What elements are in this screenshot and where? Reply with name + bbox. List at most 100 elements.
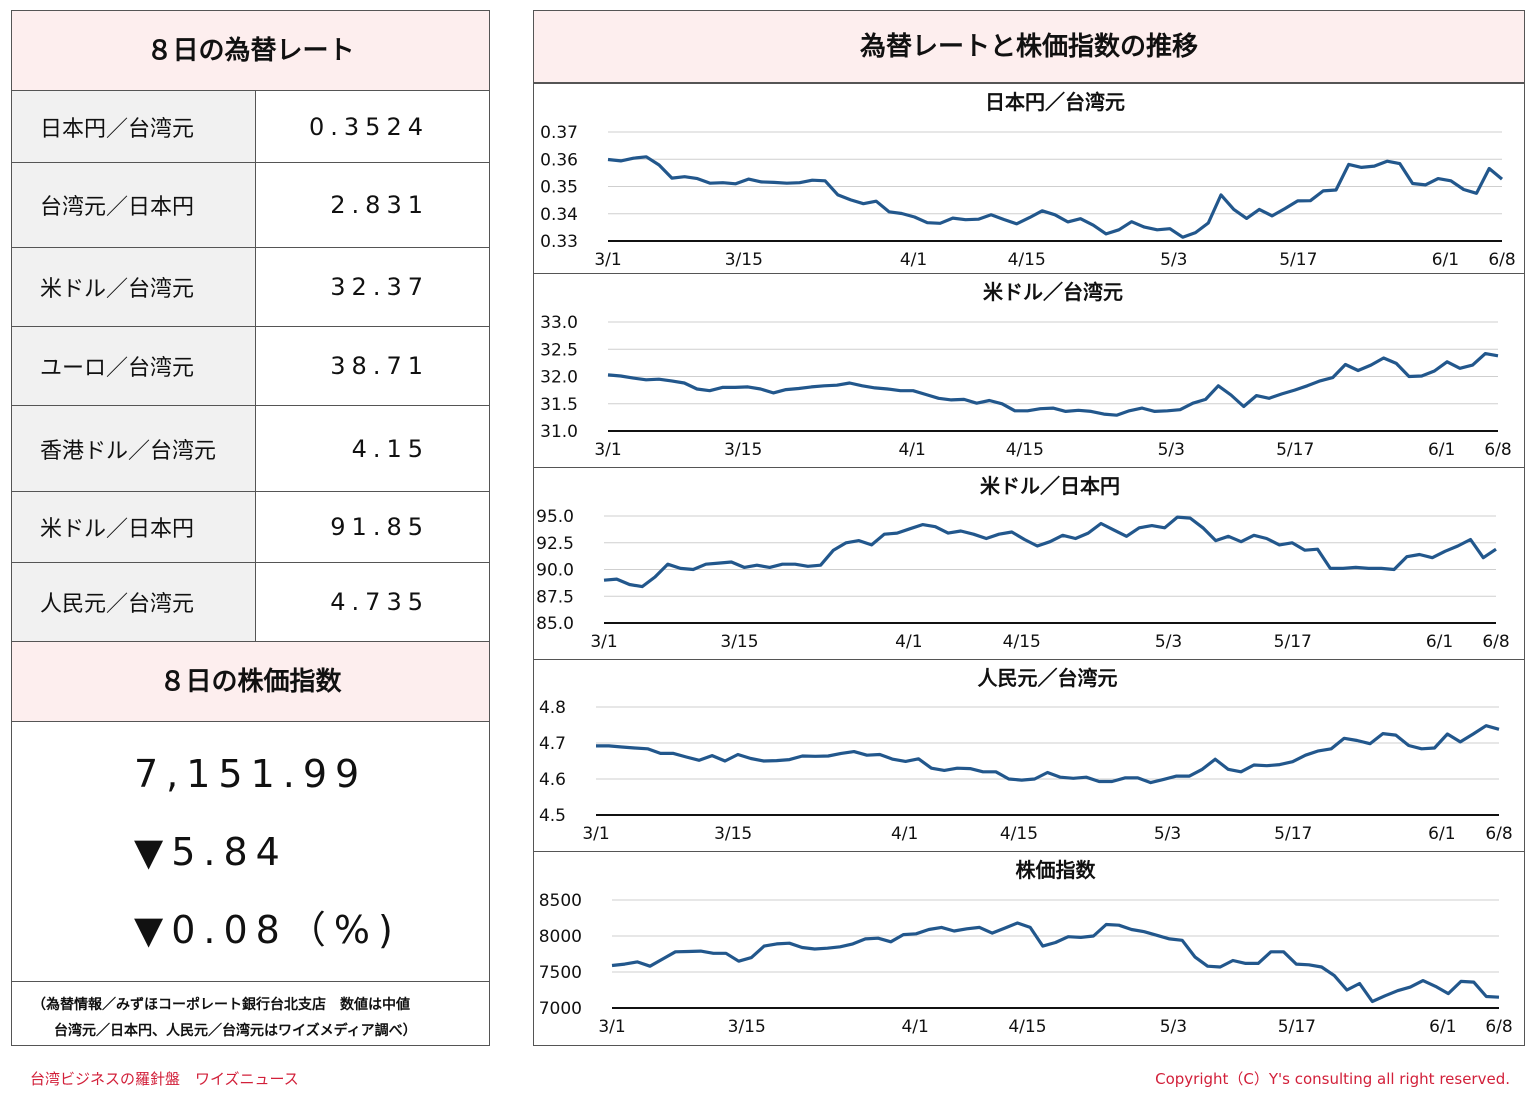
series-line	[607, 155, 1504, 239]
y-tick-label: 31.0	[540, 422, 578, 442]
y-tick-label: 90.0	[536, 561, 574, 581]
x-tick-label: 3/15	[714, 824, 752, 844]
chart-3: 米ドル／日本円 85.0 87.5 90.0 92.5 95.0 3/1 3/15 4/1 4/1…	[534, 467, 1524, 659]
x-tick-label: 3/15	[720, 632, 758, 652]
rate-value: 91.85	[330, 513, 429, 541]
rate-row: 香港ドル／台湾元 4.15	[12, 406, 489, 492]
stock-change: ▼5.84	[134, 830, 288, 874]
chart-4: 人民元／台湾元 4.5 4.6 4.7 4.8 3/1 3/15 4/1 4/15 5/3 5/17…	[534, 659, 1524, 851]
x-tick-label: 5/17	[1279, 250, 1317, 270]
rate-value: 0.3524	[309, 112, 429, 141]
x-tick-label: 6/1	[1426, 632, 1453, 652]
x-tick-label: 3/1	[594, 250, 621, 270]
chart-1: 日本円／台湾元 0.33 0.34 0.35 0.36 0.37 3/1 3/15 4/1 4/1…	[534, 83, 1524, 273]
y-tick-label: 8000	[539, 927, 582, 947]
x-tick-label: 5/3	[1158, 440, 1185, 460]
rate-row: 日本円／台湾元 0.3524	[12, 91, 489, 163]
x-tick-label: 4/1	[900, 250, 927, 270]
stock-panel-title: ８日の株価指数	[12, 642, 489, 722]
rate-value: 2.831	[330, 191, 429, 219]
x-tick-label: 5/17	[1278, 1017, 1316, 1037]
rate-name: 米ドル／台湾元	[12, 248, 256, 326]
series-line	[611, 921, 1500, 1004]
source-note-line2: 台湾元／日本円、人民元／台湾元はワイズメディア調べ）	[54, 1023, 417, 1039]
y-tick-label: 0.34	[540, 205, 578, 225]
x-tick-label: 4/15	[1006, 440, 1044, 460]
x-tick-label: 6/8	[1485, 1017, 1512, 1037]
footer-copyright: Copyright（C）Y's consulting all right res…	[1155, 1070, 1510, 1088]
y-tick-label: 7000	[539, 999, 582, 1019]
charts-panel: 為替レートと株価指数の推移 日本円／台湾元 0.33 0.34 0.35 0.36 0.3…	[533, 10, 1525, 1046]
x-tick-label: 6/8	[1485, 824, 1512, 844]
y-tick-label: 32.5	[540, 340, 578, 360]
chart-2: 米ドル／台湾元 31.0 31.5 32.0 32.5 33.0 3/1 3/15 4/1 4/1…	[534, 273, 1524, 467]
x-tick-label: 3/15	[724, 440, 762, 460]
x-tick-label: 3/15	[728, 1017, 766, 1037]
x-tick-label: 5/17	[1276, 440, 1314, 460]
x-tick-label: 3/15	[725, 250, 763, 270]
rate-value: 38.71	[330, 352, 429, 380]
y-tick-label: 87.5	[536, 587, 574, 607]
y-tick-label: 8500	[539, 891, 582, 911]
x-tick-label: 6/8	[1484, 440, 1511, 460]
rates-panel: ８日の為替レート 日本円／台湾元 0.3524 台湾元／日本円 2.831 米ドル／台湾…	[11, 10, 490, 1046]
rate-value: 32.37	[330, 273, 429, 301]
rate-name: 日本円／台湾元	[12, 91, 256, 162]
x-tick-label: 6/1	[1432, 250, 1459, 270]
y-tick-label: 4.8	[539, 698, 566, 718]
source-note: （為替情報／みずほコーポレート銀行台北支店 数値は中値 台湾元／日本円、人民元／…	[12, 982, 489, 1044]
y-tick-label: 95.0	[536, 507, 574, 527]
series-line	[603, 515, 1497, 589]
chart-svg: 米ドル／日本円 85.0 87.5 90.0 92.5 95.0 3/1 3/15 4/1 4/1…	[536, 474, 1510, 652]
y-tick-label: 0.37	[540, 123, 578, 143]
x-tick-label: 4/1	[898, 440, 925, 460]
y-tick-label: 7500	[539, 963, 582, 983]
y-tick-label: 85.0	[536, 614, 574, 634]
x-tick-label: 4/15	[1008, 1017, 1046, 1037]
x-tick-label: 5/3	[1155, 632, 1182, 652]
y-tick-label: 0.33	[540, 232, 578, 252]
x-tick-label: 6/1	[1429, 1017, 1456, 1037]
x-tick-label: 5/17	[1274, 824, 1312, 844]
x-tick-label: 4/15	[1008, 250, 1046, 270]
chart-svg: 日本円／台湾元 0.33 0.34 0.35 0.36 0.37 3/1 3/15 4/1 4/1…	[540, 90, 1516, 270]
x-tick-label: 4/15	[1003, 632, 1041, 652]
rate-value: 4.15	[351, 434, 429, 463]
rate-row: 米ドル／台湾元 32.37	[12, 248, 489, 327]
rate-row: 人民元／台湾元 4.735	[12, 563, 489, 642]
footer-brand: 台湾ビジネスの羅針盤 ワイズニュース	[30, 1070, 299, 1088]
y-tick-label: 4.5	[539, 806, 566, 826]
rate-name: ユーロ／台湾元	[12, 327, 256, 405]
chart-svg: 米ドル／台湾元 31.0 31.5 32.0 32.5 33.0 3/1 3/15 4/1 4/1…	[540, 280, 1512, 460]
series-line	[607, 351, 1499, 417]
stock-values: 7,151.99 ▼5.84 ▼0.08（%)	[12, 722, 489, 982]
stock-change-percent: ▼0.08（%)	[134, 908, 401, 952]
chart-svg: 株価指数 7000 7500 8000 8500 3/1 3/15 4/1 4/15 5/3 5/1…	[539, 858, 1513, 1037]
x-tick-label: 5/3	[1160, 250, 1187, 270]
chart-svg: 人民元／台湾元 4.5 4.6 4.7 4.8 3/1 3/15 4/1 4/15 5/3 5/17…	[539, 666, 1513, 844]
series-line	[596, 724, 1500, 785]
rates-panel-title: ８日の為替レート	[12, 11, 489, 91]
x-tick-label: 3/1	[590, 632, 617, 652]
x-tick-label: 3/1	[582, 824, 609, 844]
x-tick-label: 3/1	[598, 1017, 625, 1037]
x-tick-label: 4/1	[891, 824, 918, 844]
rate-row: 米ドル／日本円 91.85	[12, 492, 489, 563]
chart-title: 米ドル／日本円	[980, 474, 1120, 498]
x-tick-label: 6/8	[1488, 250, 1515, 270]
y-tick-label: 4.7	[539, 734, 566, 754]
x-tick-label: 5/17	[1274, 632, 1312, 652]
rate-name: 香港ドル／台湾元	[12, 406, 256, 491]
chart-5: 株価指数 7000 7500 8000 8500 3/1 3/15 4/1 4/15 5/3 5/1…	[534, 851, 1524, 1045]
x-tick-label: 4/15	[1000, 824, 1038, 844]
x-tick-label: 4/1	[895, 632, 922, 652]
y-tick-label: 0.35	[540, 178, 578, 198]
y-tick-label: 4.6	[539, 770, 566, 790]
rate-row: 台湾元／日本円 2.831	[12, 163, 489, 248]
x-tick-label: 6/8	[1482, 632, 1509, 652]
chart-title: 株価指数	[1016, 858, 1097, 882]
x-tick-label: 6/1	[1428, 824, 1455, 844]
chart-title: 人民元／台湾元	[978, 666, 1118, 690]
x-tick-label: 4/1	[901, 1017, 928, 1037]
y-tick-label: 31.5	[540, 395, 578, 415]
